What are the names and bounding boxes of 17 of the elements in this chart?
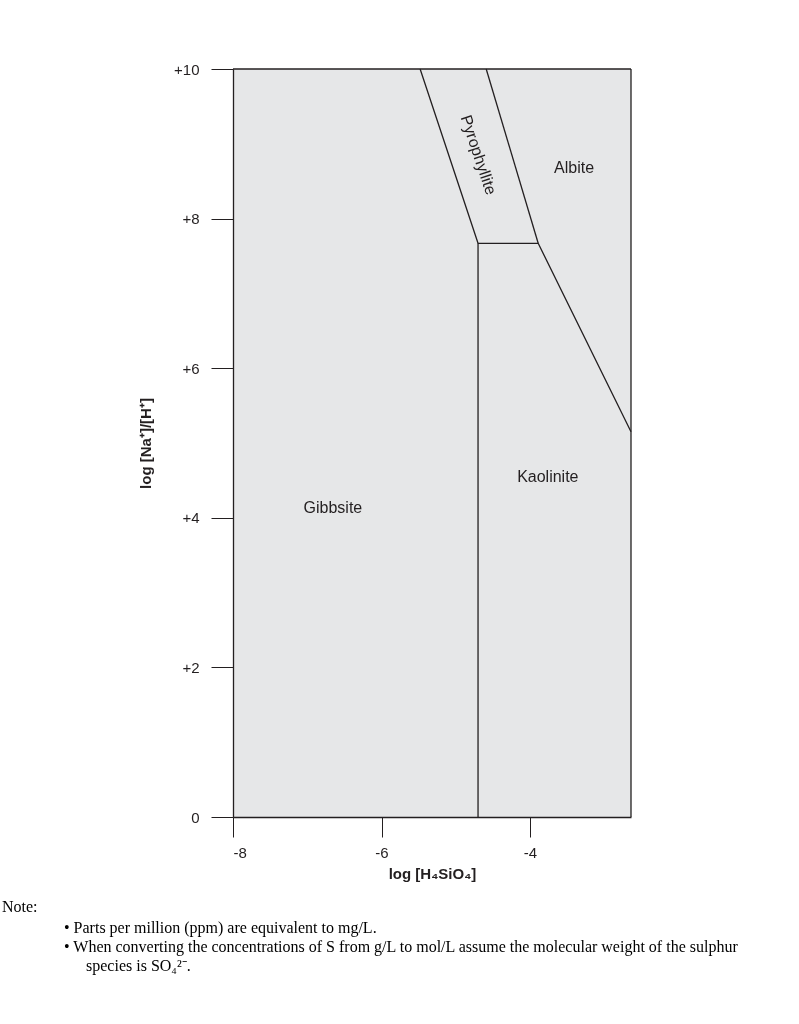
y-tick-label: +4 (182, 509, 200, 527)
x-tick-label: -4 (523, 843, 538, 861)
text: • Parts per million (ppm) are equivalent to mg/L. (64, 918, 378, 937)
y-tick-label: +6 (182, 359, 200, 377)
y-tick-label: +8 (182, 210, 200, 228)
y-axis-title: log [Na⁺]/[H⁺] (137, 398, 155, 489)
annotation: Albite (554, 158, 595, 176)
y-tick-label: +2 (182, 658, 200, 676)
y-tick-label: +10 (174, 60, 200, 78)
x-axis-title: log [H₄SiO₄] (388, 864, 477, 882)
x-tick-label: -8 (233, 843, 247, 861)
text: • When converting the concentrations of S from g/L to mol/L assume the molecular weight of the sulphur species is SO₄²⁻. (64, 937, 739, 975)
annotation: Kaolinite (517, 467, 579, 485)
text: Note: (2, 898, 39, 916)
x-tick-label: -6 (375, 843, 389, 861)
y-tick-label: 0 (191, 808, 200, 826)
annotation: Gibbsite (303, 499, 363, 517)
